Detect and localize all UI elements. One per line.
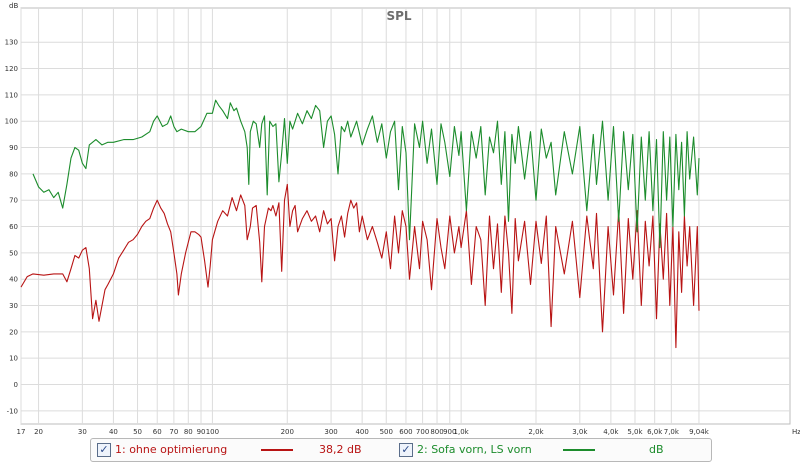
y-tick-label: 90 [9,144,18,152]
x-tick-label: 3,0k [572,428,588,436]
y-tick-label: 50 [9,249,18,257]
x-tick-label: 600 [399,428,412,436]
y-axis-unit-label: dB [9,2,18,10]
y-tick-label: 10 [9,355,18,363]
legend-value-1: 38,2 dB [319,443,362,456]
y-tick-label: 0 [14,381,18,389]
y-axis-ticks: -10 0 10 20 30 40 50 60 70 80 90 100 110 120 130 [5,39,18,416]
y-tick-label: 100 [5,118,18,126]
series-line-sofa-vorn [32,99,700,249]
x-tick-label: 40 [109,428,118,436]
x-tick-label: 400 [355,428,368,436]
x-tick-label: 6,0k [647,428,663,436]
y-tick-label: 70 [9,197,18,205]
x-tick-label: 9,04k [689,428,710,436]
x-tick-label: 4,0k [603,428,619,436]
series-group [20,99,700,349]
y-tick-label: 30 [9,302,18,310]
legend: ✓ 1: ohne optimierung 38,2 dB ✓ 2: Sofa … [90,438,712,462]
x-tick-label: 17 [17,428,26,436]
x-tick-label: 90 [197,428,206,436]
legend-value-2: dB [649,443,664,456]
x-tick-label: 80 [184,428,193,436]
plot-background [0,0,800,436]
y-tick-label: 40 [9,276,18,284]
x-tick-label: 1,0k [454,428,470,436]
x-tick-label: 30 [78,428,87,436]
y-tick-label: 120 [5,65,18,73]
y-tick-label: -10 [7,407,18,415]
legend-swatch-2 [563,449,595,451]
series-line-ohne-optimierung [20,183,700,349]
x-tick-label: 70 [169,428,178,436]
x-tick-label: 2,0k [528,428,544,436]
legend-swatch-1 [261,449,293,451]
x-tick-label: 700 [416,428,429,436]
legend-label-2: 2: Sofa vorn, LS vorn [417,443,532,456]
chart-title: SPL [386,9,411,23]
x-tick-label: 500 [380,428,393,436]
legend-checkbox-1[interactable]: ✓ [97,443,111,457]
legend-label-1: 1: ohne optimierung [115,443,228,456]
y-tick-label: 80 [9,170,18,178]
x-tick-label: 7,0k [664,428,680,436]
x-tick-label: 5,0k [627,428,643,436]
x-tick-label: 50 [133,428,142,436]
x-tick-label: 900 [443,428,456,436]
x-tick-label: 60 [153,428,162,436]
x-tick-label: 100 [206,428,219,436]
x-tick-label: 200 [281,428,294,436]
x-tick-label: 800 [430,428,443,436]
x-axis-ticks: 17 20 30 40 50 60 70 80 90 100 200 300 400 500 600 700 8… [17,428,710,436]
y-tick-label: 60 [9,223,18,231]
y-tick-label: 130 [5,39,18,47]
legend-checkbox-2[interactable]: ✓ [399,443,413,457]
x-tick-label: 20 [34,428,43,436]
y-tick-label: 110 [5,91,18,99]
y-tick-label: 20 [9,328,18,336]
x-axis-unit-label: Hz [792,428,800,436]
x-tick-label: 300 [324,428,337,436]
